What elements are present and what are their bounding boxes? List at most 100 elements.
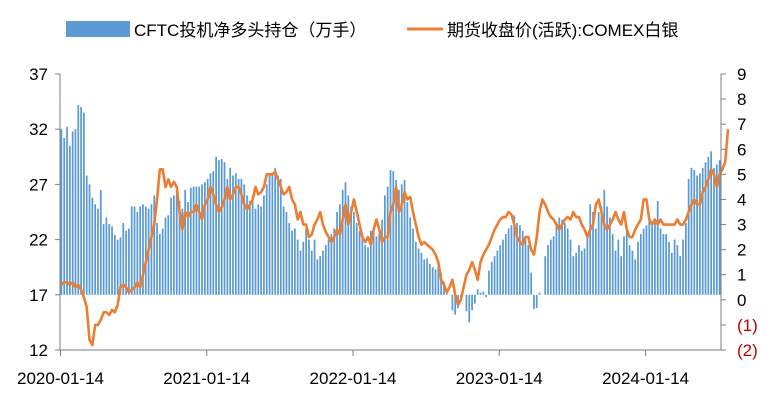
bar	[549, 239, 552, 295]
bar	[305, 228, 307, 295]
bar	[296, 239, 299, 295]
left-tick-label: 22	[29, 231, 48, 250]
bar	[437, 266, 440, 295]
x-tick-label: 2021-01-14	[163, 369, 250, 388]
bar	[218, 160, 220, 295]
bar	[715, 164, 718, 295]
right-tick-label: 2	[737, 241, 746, 260]
right-tick-label: (1)	[737, 316, 758, 335]
bar	[392, 171, 395, 295]
bar	[234, 173, 237, 295]
bar	[578, 245, 580, 295]
bar	[302, 241, 305, 295]
bar	[420, 252, 423, 295]
bar	[592, 212, 594, 295]
bar	[535, 294, 538, 309]
bar	[493, 256, 496, 295]
bar	[651, 225, 653, 295]
bar	[327, 239, 330, 295]
bar	[662, 234, 665, 295]
bar	[429, 263, 431, 295]
bar	[476, 289, 479, 295]
right-tick-label: 7	[737, 115, 746, 134]
bar	[583, 248, 586, 295]
bar	[243, 184, 246, 295]
bar	[544, 256, 547, 295]
bar	[620, 256, 623, 295]
bar	[451, 294, 454, 311]
bar	[313, 239, 316, 295]
bar	[628, 245, 631, 295]
bar	[471, 294, 473, 311]
bar	[187, 202, 189, 295]
bar	[209, 173, 212, 295]
bar	[198, 186, 201, 295]
bar	[279, 178, 282, 295]
bar	[156, 223, 158, 295]
bar	[139, 206, 142, 295]
bar	[364, 245, 367, 295]
x-tick-label: 2024-01-14	[602, 369, 689, 388]
bar	[634, 259, 637, 295]
bar	[355, 223, 358, 295]
bar	[192, 186, 195, 295]
bar	[594, 228, 597, 295]
bar	[600, 206, 603, 295]
bar	[136, 212, 139, 295]
bar	[504, 234, 507, 295]
price-line	[60, 129, 730, 347]
bar	[555, 221, 558, 295]
bar	[195, 186, 198, 295]
bar	[412, 228, 414, 295]
bar	[308, 239, 310, 295]
bar	[707, 156, 710, 295]
bar	[310, 250, 313, 295]
bar	[718, 160, 721, 295]
bar	[344, 182, 347, 295]
bar	[237, 178, 240, 295]
bar	[409, 217, 412, 295]
bar	[74, 129, 77, 295]
legend-line-label: 期货收盘价(活跃):COMEX白银	[447, 21, 678, 40]
bar	[673, 239, 676, 295]
bar	[128, 228, 130, 295]
right-tick-label: 8	[737, 90, 746, 109]
bar	[384, 195, 386, 295]
bar	[142, 204, 144, 295]
bar	[682, 239, 684, 295]
bar	[654, 223, 656, 295]
bar	[150, 204, 153, 295]
bar	[257, 204, 260, 295]
right-tick-label: 5	[737, 165, 746, 184]
bar	[625, 226, 628, 295]
bar	[353, 212, 355, 295]
bar	[203, 182, 206, 295]
bar	[189, 187, 192, 295]
bar	[263, 195, 265, 295]
x-tick-label: 2020-01-14	[17, 369, 104, 388]
bar	[656, 200, 659, 295]
bar	[232, 175, 234, 295]
bar	[513, 215, 516, 295]
bar	[372, 230, 375, 295]
bar	[322, 250, 324, 295]
bar	[341, 189, 344, 295]
bar	[440, 272, 442, 295]
bar	[68, 145, 71, 295]
bar	[519, 225, 521, 295]
bar	[684, 223, 687, 295]
bar	[589, 204, 592, 295]
bar	[454, 294, 457, 315]
bar	[639, 234, 642, 295]
bar	[116, 239, 119, 295]
bar	[319, 256, 322, 295]
bar	[367, 247, 369, 295]
bar	[170, 197, 172, 295]
line-series	[60, 129, 730, 347]
bar	[251, 195, 254, 295]
bar	[572, 256, 575, 295]
bar	[704, 162, 707, 295]
bar	[465, 294, 468, 312]
left-tick-label: 17	[29, 286, 48, 305]
bar	[260, 206, 262, 295]
